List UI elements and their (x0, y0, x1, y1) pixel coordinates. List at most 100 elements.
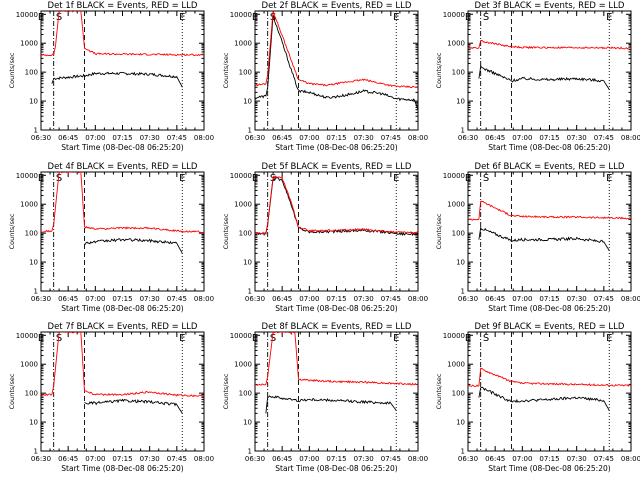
panel-title: Det 5f BLACK = Events, RED = LLD (262, 162, 412, 172)
marker-e: E (465, 12, 471, 23)
x-tick-label: 07:00 (299, 295, 319, 303)
x-tick-label: 07:00 (512, 295, 532, 303)
x-tick-label: 07:45 (381, 295, 401, 303)
y-tick-label: 10000 (443, 332, 465, 340)
marker-s: S (56, 173, 62, 184)
y-tick-label: 10000 (443, 11, 465, 19)
y-tick-label: 10 (456, 419, 465, 427)
y-tick-label: 10 (29, 98, 38, 106)
marker-e: E (252, 12, 258, 23)
series-events-line (478, 64, 610, 90)
x-axis-label: Start Time (08-Dec-08 06:25:20) (275, 304, 397, 313)
x-axis-label: Start Time (08-Dec-08 06:25:20) (488, 464, 610, 473)
marker-s: S (56, 12, 62, 23)
y-tick-label: 100 (452, 69, 465, 77)
detector-panel-8: Det 8f BLACK = Events, RED = LLD 1 10 100 10… (222, 322, 428, 473)
panel-title: Det 2f BLACK = Events, RED = LLD (262, 1, 412, 11)
y-tick-label: 1000 (234, 201, 252, 209)
panel-title: Det 9f BLACK = Events, RED = LLD (475, 322, 625, 332)
marker-s: S (56, 333, 62, 344)
x-tick-label: 07:30 (567, 295, 587, 303)
x-tick-label: 08:00 (621, 455, 640, 463)
series-group (468, 200, 631, 251)
y-tick-label: 1000 (447, 361, 465, 369)
y-tick-label: 10 (243, 419, 252, 427)
marker-e: E (606, 12, 612, 23)
x-tick-label: 07:15 (326, 455, 346, 463)
series-events-line (265, 395, 397, 414)
y-tick-label: 1 (34, 288, 38, 296)
x-tick-label: 07:15 (112, 455, 132, 463)
series-lld-line (468, 200, 631, 221)
x-tick-label: 06:30 (458, 134, 478, 142)
series-lld-line (468, 367, 631, 388)
x-tick-label: 07:30 (354, 134, 374, 142)
y-tick-label: 1000 (447, 40, 465, 48)
y-tick-label: 100 (239, 69, 252, 77)
panel-title: Det 4f BLACK = Events, RED = LLD (48, 162, 198, 172)
panel-title: Det 1f BLACK = Events, RED = LLD (48, 1, 198, 11)
x-tick-label: 07:30 (140, 295, 160, 303)
y-axis-label: Counts/sec (8, 213, 16, 249)
x-tick-label: 06:30 (245, 295, 265, 303)
series-lld-line (41, 11, 204, 57)
detector-panel-9: Det 9f BLACK = Events, RED = LLD 1 10 100 10… (435, 322, 640, 473)
y-tick-label: 100 (25, 390, 38, 398)
y-tick-label: 1 (461, 127, 465, 135)
y-tick-label: 10000 (16, 172, 38, 180)
y-tick-label: 1 (248, 127, 252, 135)
x-tick-label: 07:45 (167, 295, 187, 303)
series-group (255, 332, 418, 414)
x-tick-label: 06:30 (245, 134, 265, 142)
y-tick-label: 10 (29, 419, 38, 427)
y-tick-label: 100 (452, 230, 465, 238)
y-tick-label: 10000 (230, 172, 252, 180)
marker-e: E (179, 12, 185, 23)
x-tick-label: 08:00 (194, 134, 214, 142)
x-tick-label: 07:00 (299, 134, 319, 142)
series-lld-line (468, 39, 631, 50)
y-axis-label: Counts/sec (435, 213, 443, 249)
x-tick-label: 07:45 (167, 455, 187, 463)
series-lld-line (255, 332, 418, 386)
x-tick-label: 07:15 (112, 134, 132, 142)
x-axis-label: Start Time (08-Dec-08 06:25:20) (61, 464, 183, 473)
y-tick-label: 1 (248, 288, 252, 296)
x-tick-label: 07:30 (140, 134, 160, 142)
x-tick-label: 08:00 (408, 455, 428, 463)
x-tick-label: 06:45 (272, 295, 292, 303)
marker-e: E (393, 173, 399, 184)
y-axis-label: Counts/sec (222, 213, 230, 249)
series-events-line (255, 14, 418, 110)
series-events-line (478, 386, 610, 411)
series-group (41, 11, 204, 88)
y-tick-label: 1000 (20, 361, 38, 369)
x-tick-label: 07:15 (539, 134, 559, 142)
x-tick-label: 07:15 (112, 295, 132, 303)
detector-panel-2: Det 2f BLACK = Events, RED = LLD 1 10 100 10… (222, 1, 428, 152)
x-tick-label: 08:00 (621, 295, 640, 303)
x-tick-label: 07:30 (567, 455, 587, 463)
y-tick-label: 10 (456, 98, 465, 106)
series-events-line (84, 238, 183, 254)
x-tick-label: 08:00 (194, 295, 214, 303)
series-group (468, 39, 631, 90)
marker-s: S (270, 333, 276, 344)
marker-e: E (465, 333, 471, 344)
marker-s: S (483, 333, 489, 344)
detector-panel-5: Det 5f BLACK = Events, RED = LLD 1 10 100 10… (222, 162, 428, 313)
marker-s: S (483, 12, 489, 23)
y-tick-label: 1 (34, 448, 38, 456)
detector-panel-4: Det 4f BLACK = Events, RED = LLD 1 10 100 10… (8, 162, 214, 313)
x-tick-label: 06:45 (485, 455, 505, 463)
x-tick-label: 07:30 (567, 134, 587, 142)
x-tick-label: 07:30 (354, 295, 374, 303)
x-axis-label: Start Time (08-Dec-08 06:25:20) (275, 143, 397, 152)
y-tick-label: 1 (34, 127, 38, 135)
series-group (41, 172, 204, 254)
marker-e: E (606, 173, 612, 184)
marker-e: E (179, 173, 185, 184)
y-axis-label: Counts/sec (435, 52, 443, 88)
y-axis-label: Counts/sec (8, 52, 16, 88)
